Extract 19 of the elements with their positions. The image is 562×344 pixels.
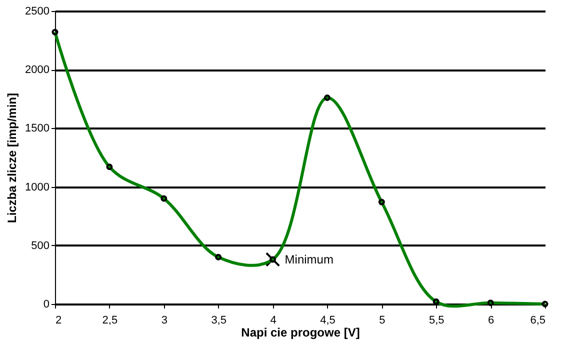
y-tick-label: 2000 bbox=[25, 64, 50, 76]
annotation: Minimum bbox=[284, 252, 334, 266]
x-tick-label: 3 bbox=[161, 314, 168, 326]
x-tick-label: 4,5 bbox=[320, 314, 336, 326]
y-tick-label: 1500 bbox=[25, 122, 50, 135]
x-axis-title: Napi cie progowe [V] bbox=[241, 326, 360, 340]
x-tick-label: 3,5 bbox=[211, 314, 226, 326]
x-tick-label: 6,5 bbox=[530, 314, 546, 326]
y-tick-label: 0 bbox=[43, 298, 50, 310]
x-tick-label: 6 bbox=[488, 314, 494, 326]
y-tick-label: 1000 bbox=[25, 181, 50, 194]
y-tick-label: 500 bbox=[31, 240, 50, 252]
x-tick-label: 5 bbox=[379, 314, 386, 326]
x-tick-label: 2,5 bbox=[102, 314, 118, 326]
y-axis-title: Liczba zlicze [imp/min] bbox=[5, 92, 20, 224]
y-tick-label: 2500 bbox=[25, 6, 50, 18]
x-tick-label: 2 bbox=[56, 314, 62, 326]
x-tick-label: 4 bbox=[270, 314, 276, 326]
x-tick-label: 5,5 bbox=[428, 314, 444, 326]
